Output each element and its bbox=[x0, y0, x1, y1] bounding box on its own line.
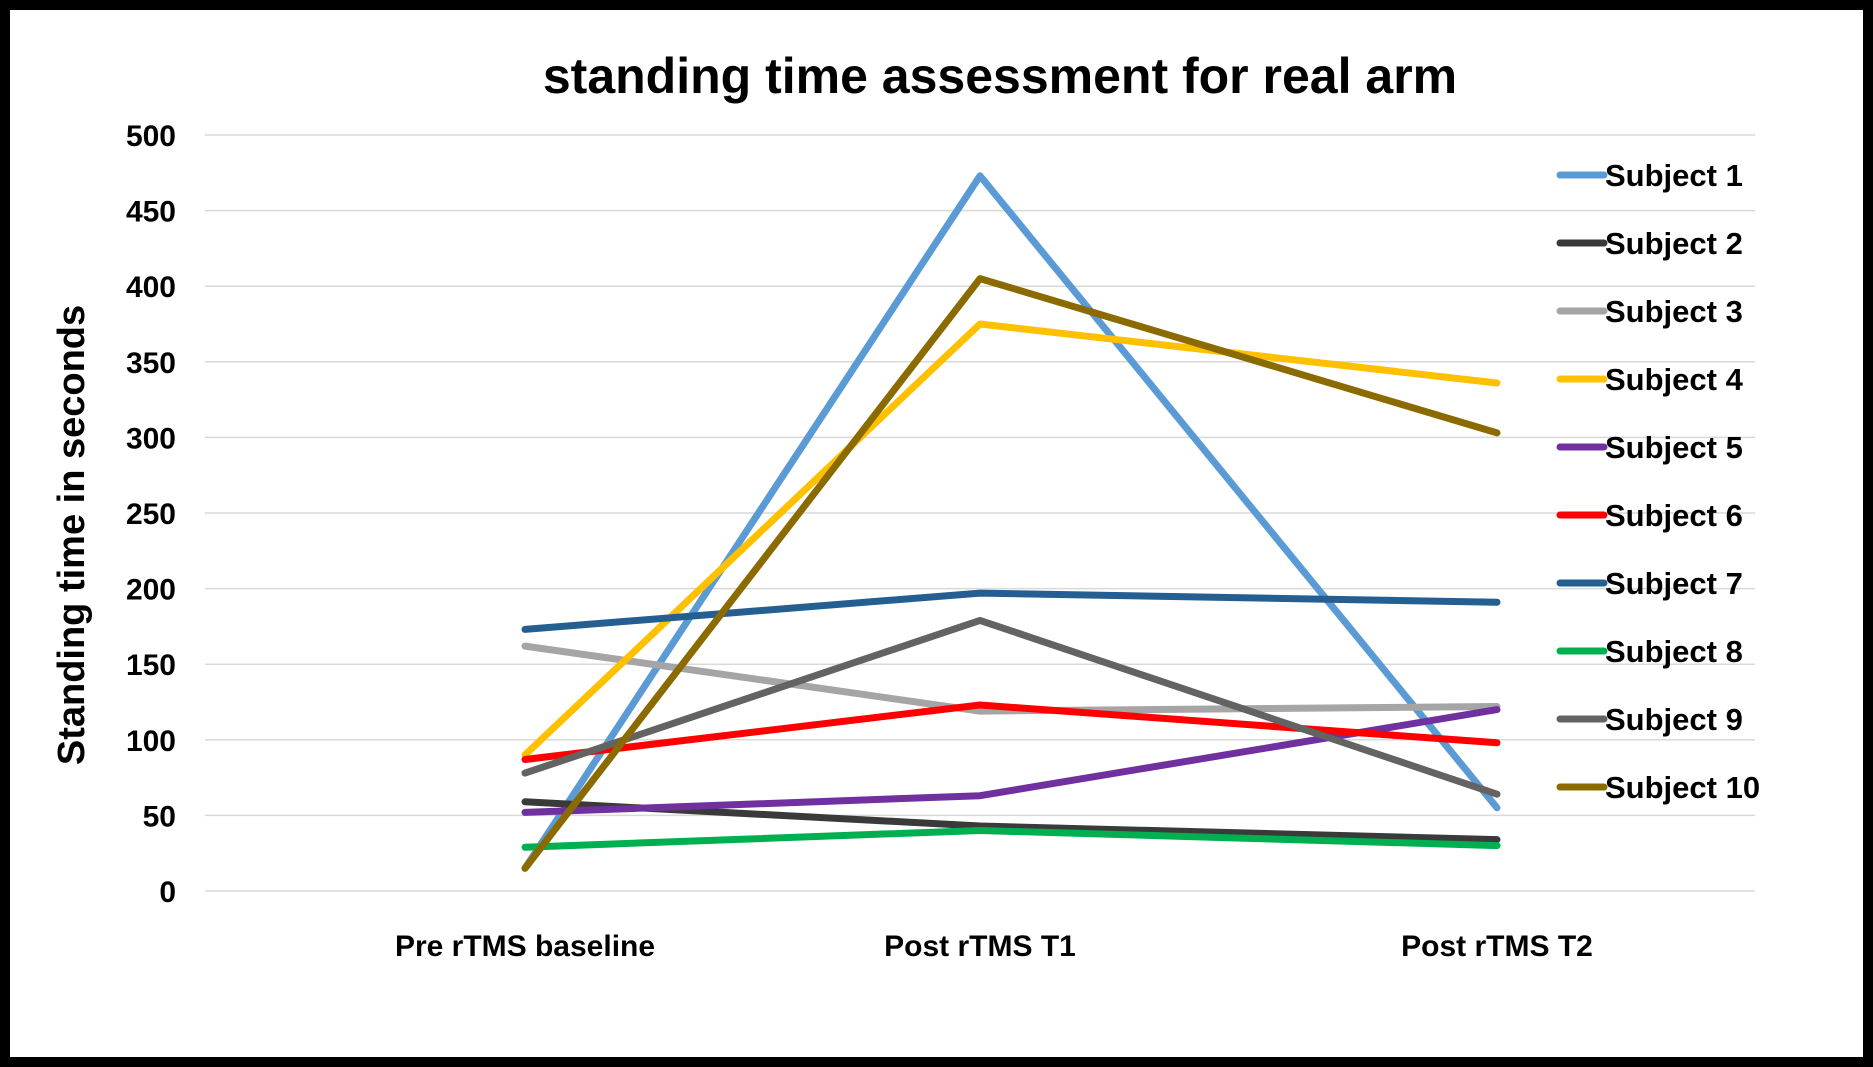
y-tick-label: 450 bbox=[126, 196, 176, 229]
gridlines bbox=[205, 134, 1755, 892]
legend-label: Subject 6 bbox=[1605, 498, 1743, 533]
x-tick-label: Pre rTMS baseline bbox=[395, 930, 655, 963]
series-line-subject-8 bbox=[521, 827, 1501, 851]
legend-item: Subject 3 bbox=[1556, 294, 1743, 329]
legend-item: Subject 1 bbox=[1556, 158, 1743, 193]
legend-label: Subject 9 bbox=[1605, 702, 1743, 737]
legend-label: Subject 2 bbox=[1605, 226, 1743, 261]
legend-item: Subject 9 bbox=[1556, 702, 1743, 737]
y-axis-ticks: 0 50 100 150 200 250 300 350 400 450 500 bbox=[126, 120, 176, 909]
y-tick-label: 500 bbox=[126, 120, 176, 153]
y-tick-label: 0 bbox=[159, 876, 176, 909]
y-tick-label: 50 bbox=[143, 800, 176, 833]
legend-item: Subject 7 bbox=[1556, 566, 1743, 601]
series-line-subject-10 bbox=[521, 275, 1501, 872]
x-tick-label: Post rTMS T2 bbox=[1401, 930, 1593, 963]
series-line-subject-4 bbox=[521, 320, 1501, 759]
y-tick-label: 300 bbox=[126, 422, 176, 455]
x-tick-label: Post rTMS T1 bbox=[884, 930, 1076, 963]
legend-label: Subject 5 bbox=[1605, 430, 1743, 465]
chart-title: standing time assessment for real arm bbox=[543, 48, 1457, 104]
series-lines bbox=[521, 172, 1501, 872]
legend-label: Subject 10 bbox=[1605, 770, 1760, 805]
y-tick-label: 150 bbox=[126, 649, 176, 682]
legend: Subject 1 Subject 2 Subject 3 Subject 4 Subj… bbox=[1556, 158, 1760, 805]
y-axis-label: Standing time in seconds bbox=[51, 305, 93, 765]
x-axis-ticks: Pre rTMS baseline Post rTMS T1 Post rTMS T… bbox=[395, 930, 1593, 963]
y-tick-label: 200 bbox=[126, 574, 176, 607]
legend-item: Subject 4 bbox=[1556, 362, 1744, 397]
legend-label: Subject 1 bbox=[1605, 158, 1743, 193]
y-tick-label: 250 bbox=[126, 498, 176, 531]
legend-label: Subject 3 bbox=[1605, 294, 1743, 329]
y-tick-label: 100 bbox=[126, 725, 176, 758]
legend-item: Subject 5 bbox=[1556, 430, 1743, 465]
legend-item: Subject 2 bbox=[1556, 226, 1743, 261]
y-tick-label: 350 bbox=[126, 347, 176, 380]
legend-label: Subject 8 bbox=[1605, 634, 1743, 669]
series-line-subject-7 bbox=[521, 589, 1501, 633]
legend-item: Subject 8 bbox=[1556, 634, 1743, 669]
legend-item: Subject 10 bbox=[1556, 770, 1760, 805]
legend-label: Subject 7 bbox=[1605, 566, 1743, 601]
legend-label: Subject 4 bbox=[1605, 362, 1744, 397]
series-line-subject-1 bbox=[521, 172, 1501, 872]
series-line-subject-9 bbox=[521, 616, 1501, 798]
y-tick-label: 400 bbox=[126, 271, 176, 304]
series-line-subject-6 bbox=[521, 701, 1501, 763]
legend-item: Subject 6 bbox=[1556, 498, 1743, 533]
